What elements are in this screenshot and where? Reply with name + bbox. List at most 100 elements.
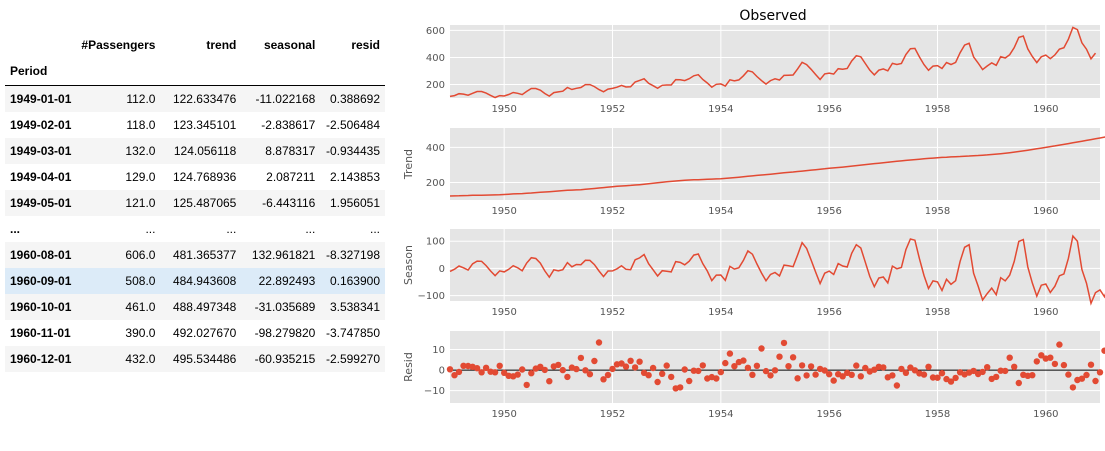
resid-point (821, 367, 828, 374)
resid-point (564, 373, 571, 381)
resid-point (722, 359, 729, 367)
row-index: 1960-08-01 (10, 247, 72, 262)
table-row: 1949-02-01 118.0 123.345101 -2.838617 -2.506… (5, 112, 385, 138)
resid-point (749, 371, 756, 378)
resid-point (555, 361, 562, 369)
resid-point (812, 371, 819, 378)
x-tick-label: 1958 (925, 104, 950, 115)
resid-point (807, 363, 815, 370)
resid-point (659, 370, 666, 377)
resid-cell: -3.747850 (325, 325, 380, 340)
trend-cell: 484.943608 (172, 273, 237, 288)
resid-point (826, 371, 833, 378)
resid-point (595, 339, 603, 346)
resid-point (1033, 358, 1040, 365)
seasonal-cell: -6.443116 (262, 195, 316, 210)
x-tick-label: 1952 (600, 409, 625, 420)
resid-point (1078, 375, 1086, 382)
x-tick-label: 1960 (1033, 307, 1058, 318)
row-index: 1949-04-01 (10, 169, 72, 184)
column-header-resid: resid (351, 38, 380, 52)
blank-index-cell (320, 57, 385, 86)
y-tick-label: 10 (432, 345, 445, 356)
resid-point (789, 354, 797, 361)
resid-cell: -2.506484 (325, 117, 380, 132)
resid-point (668, 373, 675, 381)
resid-point (880, 364, 887, 371)
dataframe-panel: #Passengers trend seasonal resid Period … (0, 0, 385, 446)
resid-point (929, 374, 937, 381)
x-tick-label: 1960 (1033, 206, 1058, 217)
resid-point (726, 350, 734, 357)
passengers-cell: 390.0 (125, 325, 156, 340)
resid-point (591, 357, 598, 365)
row-index: 1960-09-01 (10, 273, 72, 288)
resid-cell: -0.934435 (325, 143, 380, 158)
y-tick-label: 100 (426, 237, 445, 248)
column-header-seasonal: seasonal (263, 38, 316, 52)
resid-cell: -8.327198 (325, 247, 380, 262)
resid-point (798, 362, 806, 369)
index-name-header: Period (5, 57, 77, 86)
y-axis-label: Season (402, 245, 415, 285)
resid-point (473, 365, 481, 372)
resid-point (970, 367, 977, 375)
resid-point (839, 373, 846, 380)
table-row: 1949-01-01 112.0 122.633476 -11.022168 0.388… (5, 85, 385, 112)
resid-point (460, 362, 467, 369)
resid-point (857, 373, 864, 380)
resid-point (785, 363, 792, 370)
y-tick-label: 400 (426, 53, 445, 64)
resid-point (803, 372, 810, 379)
y-tick-label: 0 (439, 264, 445, 275)
resid-point (762, 367, 770, 375)
row-index: 1960-12-01 (10, 351, 72, 366)
table-row: 1949-04-01 129.0 124.768936 2.087211 2.14385… (5, 164, 385, 190)
resid-point (947, 378, 955, 385)
resid-point (938, 370, 946, 377)
observed-series-line (449, 26, 1097, 99)
resid-point (649, 364, 657, 372)
x-tick-label: 1954 (708, 409, 733, 420)
resid-point (586, 371, 594, 378)
trend-cell: ... (226, 221, 237, 236)
trend-cell: 125.487065 (172, 195, 237, 210)
resid-point (582, 367, 589, 374)
resid-point (604, 371, 612, 379)
resid-point (889, 372, 896, 379)
row-index: 1949-01-01 (10, 91, 72, 106)
passengers-cell: 132.0 (125, 143, 156, 158)
resid-cell: 3.538341 (329, 299, 380, 314)
trend-cell: 492.027670 (172, 325, 237, 340)
resid-point (686, 377, 693, 385)
x-tick-label: 1956 (816, 104, 841, 115)
trend-cell: 124.768936 (172, 169, 237, 184)
chart-title: Observed (739, 8, 806, 24)
row-index: 1949-03-01 (10, 143, 72, 158)
resid-cell: 2.143853 (329, 169, 380, 184)
passengers-cell: ... (145, 221, 156, 236)
x-tick-label: 1954 (708, 104, 733, 115)
x-tick-label: 1950 (491, 409, 516, 420)
resid-point (984, 364, 991, 371)
resid-cell: 0.388692 (329, 91, 380, 106)
passengers-cell: 432.0 (125, 351, 156, 366)
y-tick-label: 200 (426, 80, 445, 91)
trend-cell: 123.345101 (172, 117, 237, 132)
table-row: 1960-11-01 390.0 492.027670 -98.279820 -3.74… (5, 320, 385, 346)
resid-cell: 1.956051 (329, 195, 380, 210)
resid-point (663, 362, 670, 369)
resid-point (528, 370, 535, 377)
table-row-highlighted[interactable]: 1960-09-01 508.0 484.943608 22.892493 0.1639… (5, 267, 385, 294)
resid-point (1002, 367, 1009, 375)
resid-point (523, 381, 530, 389)
resid-point (740, 357, 747, 364)
passengers-cell: 129.0 (125, 169, 156, 184)
resid-point (934, 374, 941, 381)
resid-point (654, 378, 661, 386)
resid-point (491, 369, 499, 376)
resid-point (1060, 361, 1068, 369)
blank-index-cell (241, 57, 321, 86)
resid-point (898, 365, 905, 373)
seasonal-cell: -11.022168 (255, 91, 316, 106)
